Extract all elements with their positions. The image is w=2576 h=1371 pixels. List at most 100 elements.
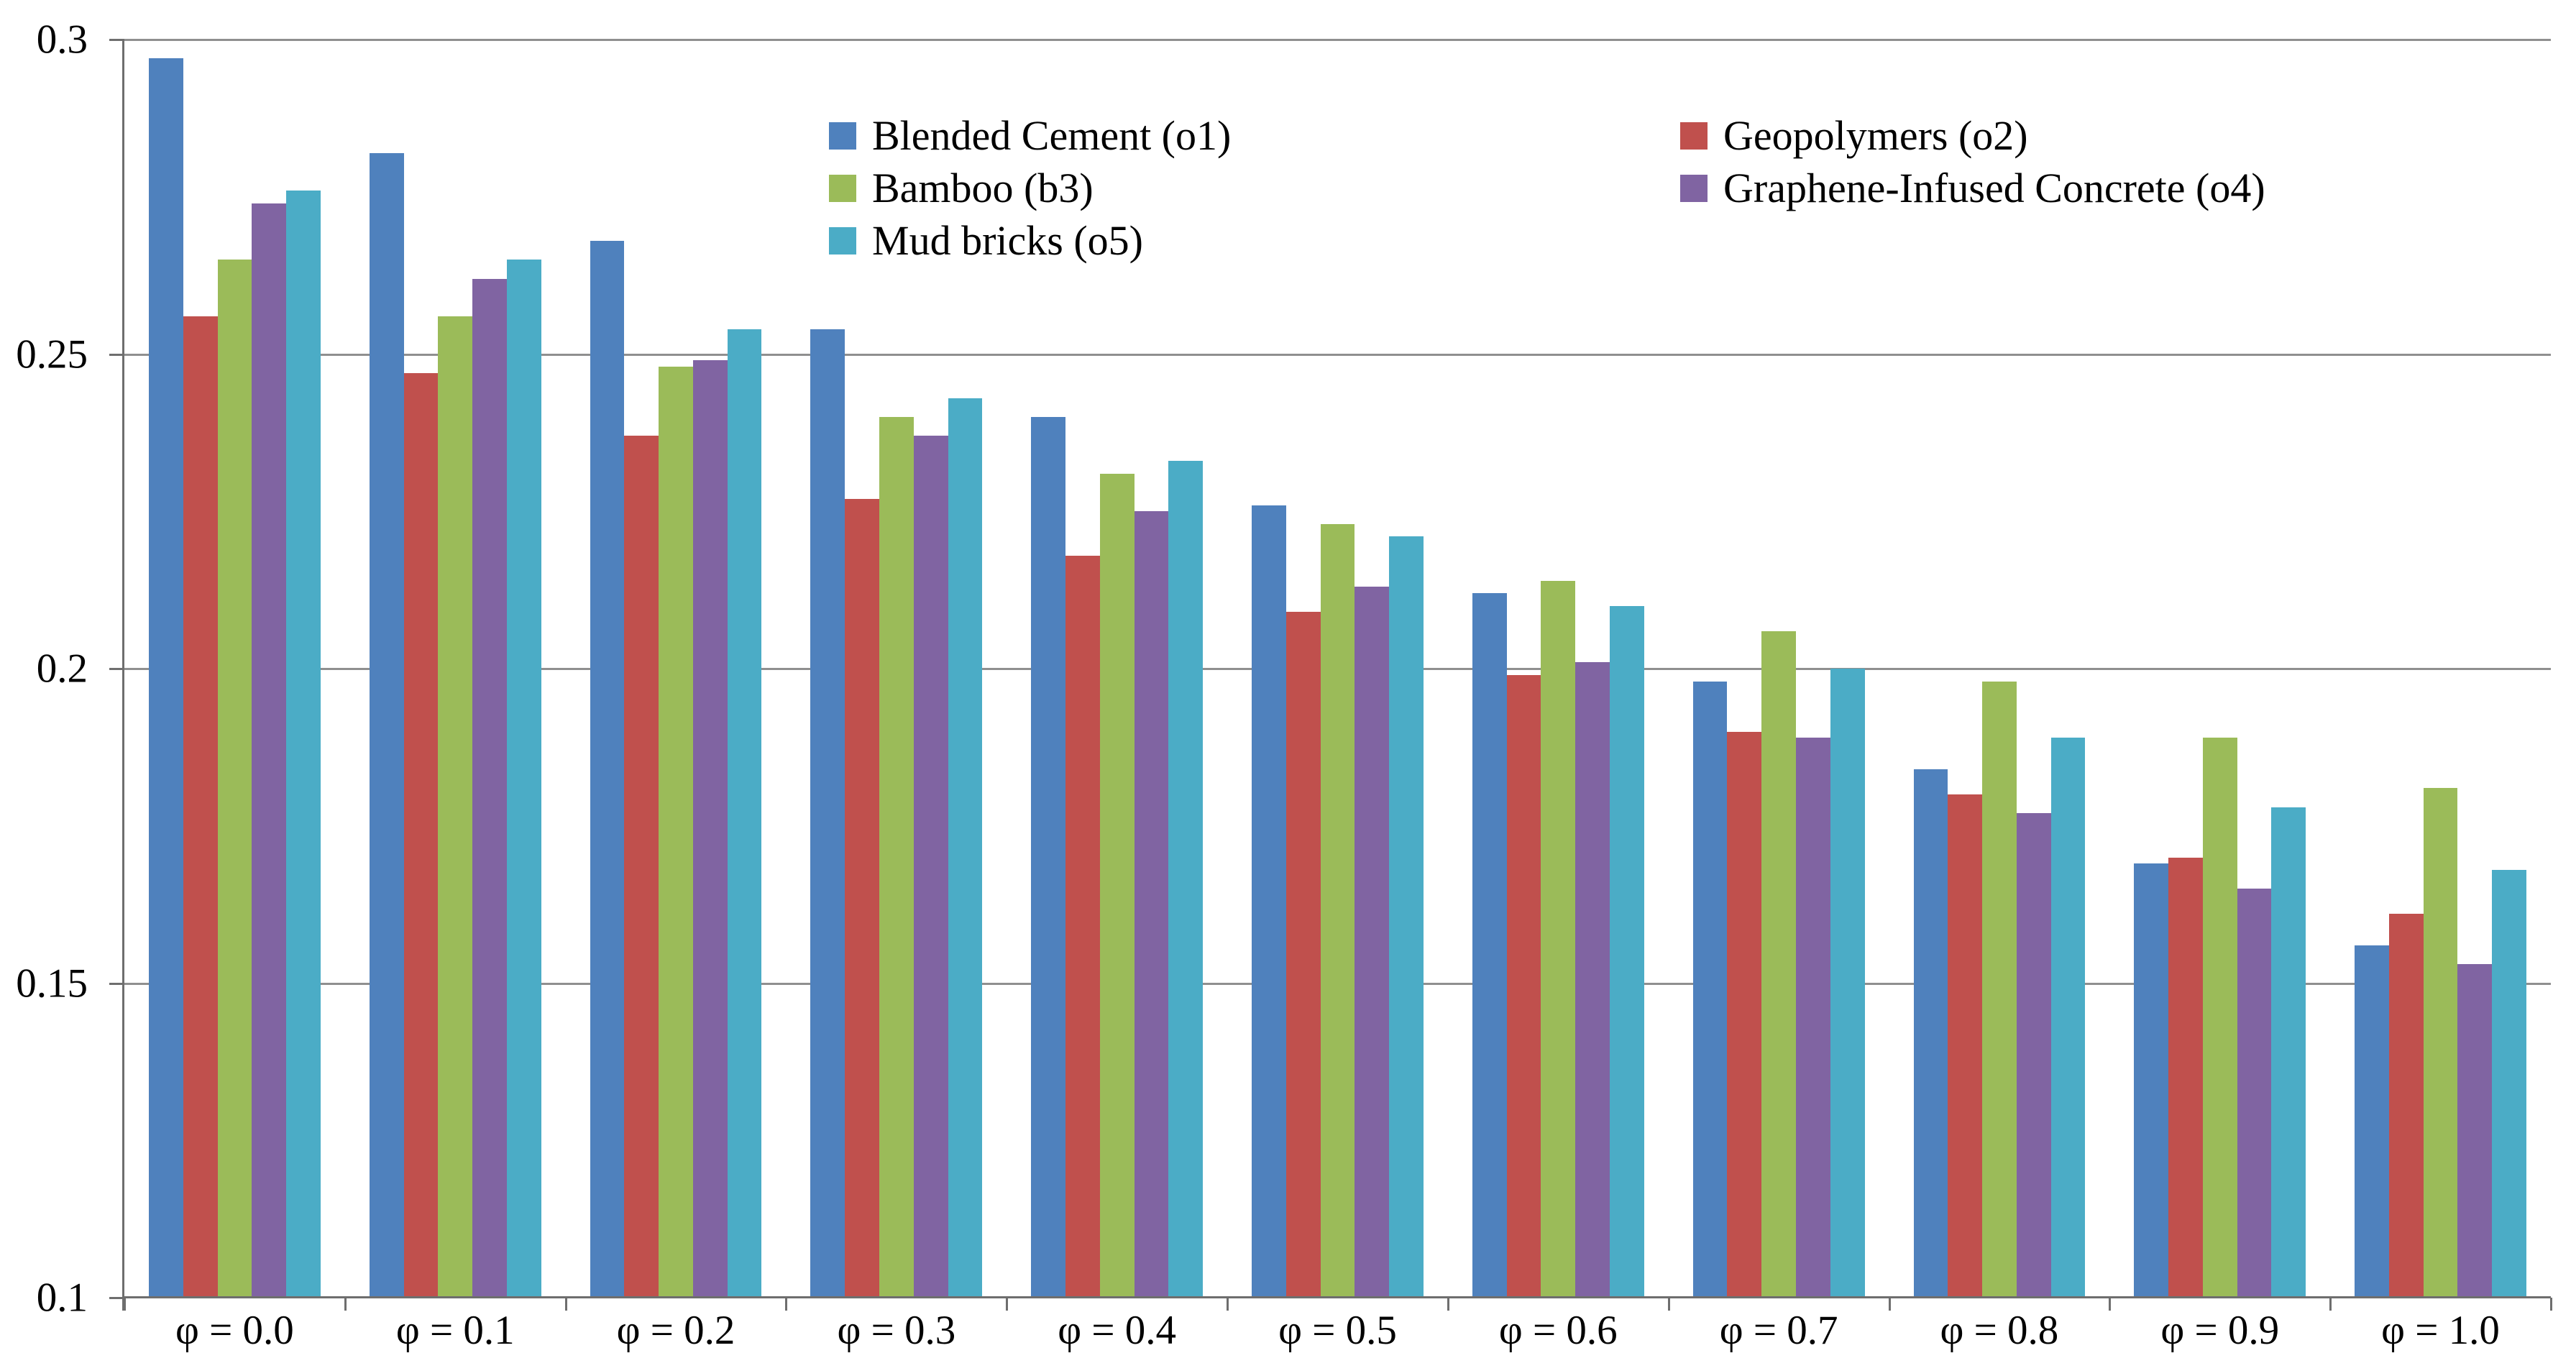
x-axis-category-label: φ = 0.9 (2160, 1308, 2280, 1353)
x-axis-labels: φ = 0.0 φ = 0.1 φ = 0.2 φ = 0.3 φ = 0.4 φ = 0… (124, 1307, 2551, 1354)
bar-group-8 (1889, 40, 2110, 1298)
bar (506, 260, 541, 1298)
x-axis-category-label: φ = 0.0 (175, 1308, 294, 1353)
x-axis-line (124, 1296, 2551, 1298)
x-tick (1667, 1298, 1670, 1311)
bar (845, 498, 879, 1298)
bar (1065, 555, 1100, 1298)
bar (1285, 612, 1321, 1298)
x-axis-category-label: φ = 0.3 (837, 1308, 956, 1353)
x-axis-category-label: φ = 0.7 (1719, 1308, 1838, 1353)
x-tick (1227, 1298, 1229, 1311)
bar (252, 203, 287, 1298)
legend-column-1: Blended Cement (o1) Bamboo (b3) Mud bricks… (829, 109, 1231, 267)
x-tick (564, 1298, 567, 1311)
x-axis-category-label: φ = 0.8 (1940, 1308, 2059, 1353)
bar (1355, 587, 1390, 1298)
legend-swatch-icon (829, 226, 856, 255)
x-axis-category-label: φ = 0.6 (1498, 1308, 1618, 1353)
x-axis-category-label: φ = 1.0 (2381, 1308, 2500, 1353)
bar (2355, 945, 2389, 1298)
bar (1948, 794, 1983, 1298)
y-axis-tick-label: 0.1 (36, 1275, 88, 1321)
bar (1727, 731, 1762, 1298)
bar (2202, 738, 2237, 1298)
legend-item: Blended Cement (o1) (829, 109, 1231, 162)
bar-group-9 (2109, 40, 2330, 1298)
gridline-0.3 (124, 39, 2551, 41)
bar (2168, 857, 2203, 1298)
bar (438, 316, 473, 1298)
legend-label: Graphene-Infused Concrete (o4) (1723, 165, 2265, 211)
x-tick (124, 1298, 126, 1311)
bar (879, 417, 914, 1298)
x-tick (2329, 1298, 2332, 1311)
x-tick (1447, 1298, 1449, 1311)
y-axis-tick-label: 0.25 (16, 331, 88, 377)
bar (2016, 813, 2051, 1298)
bar (948, 398, 983, 1298)
legend-label: Mud bricks (o5) (872, 217, 1143, 264)
legend-swatch-icon (829, 174, 856, 202)
bar-group-7 (1669, 40, 1889, 1298)
y-axis-tick-label: 0.15 (16, 960, 88, 1006)
y-axis-labels: 0.3 0.25 0.2 0.15 0.1 (0, 17, 106, 1321)
bar (149, 58, 183, 1298)
bar (727, 329, 762, 1298)
bar (1541, 580, 1576, 1298)
bar (472, 278, 507, 1298)
x-tick (2109, 1298, 2112, 1311)
bar (2423, 788, 2458, 1298)
y-tick (109, 982, 124, 985)
legend-label: Blended Cement (o1) (872, 112, 1232, 159)
bar-group-1 (345, 40, 566, 1298)
x-axis-category-label: φ = 0.1 (395, 1308, 515, 1353)
y-tick (109, 39, 124, 41)
bar (913, 436, 948, 1298)
y-axis-tick-label: 0.2 (36, 646, 88, 692)
legend-swatch-icon (1680, 121, 1708, 150)
bar (1099, 473, 1135, 1298)
y-tick (109, 668, 124, 670)
legend-label: Bamboo (b3) (872, 165, 1094, 211)
bar (2492, 870, 2526, 1298)
bar (659, 367, 693, 1298)
bar (2050, 738, 2086, 1298)
bar (1472, 593, 1507, 1298)
x-tick (1888, 1298, 1891, 1311)
x-tick (785, 1298, 788, 1311)
x-tick (344, 1298, 347, 1311)
legend-item: Geopolymers (o2) (1680, 109, 2265, 162)
y-tick (109, 1297, 124, 1299)
y-axis-line (122, 40, 124, 1311)
bar (1389, 536, 1424, 1298)
bar (369, 152, 404, 1298)
bar (1320, 523, 1355, 1298)
legend-label: Geopolymers (o2) (1723, 112, 2028, 159)
legend-item: Graphene-Infused Concrete (o4) (1680, 162, 2265, 214)
bar (1830, 669, 1865, 1298)
bar-group-0 (124, 40, 345, 1298)
bar (403, 372, 439, 1298)
bar-groups (124, 40, 2551, 1298)
legend-swatch-icon (829, 121, 856, 150)
plot-area (109, 39, 2552, 1311)
bar (183, 316, 218, 1298)
bar-group-3 (786, 40, 1007, 1298)
x-axis-category-label: φ = 0.4 (1058, 1308, 1177, 1353)
y-axis-tick-label: 0.3 (36, 17, 88, 63)
legend-column-2: Geopolymers (o2) Graphene-Infused Concret… (1680, 109, 2265, 214)
legend-item: Bamboo (b3) (829, 162, 1231, 214)
bar (624, 436, 659, 1298)
bar (286, 191, 321, 1298)
bar (1575, 662, 1610, 1298)
bar (1609, 605, 1644, 1298)
bar-group-10 (2330, 40, 2551, 1298)
bar (1134, 511, 1169, 1298)
bar (2457, 964, 2493, 1298)
bar (692, 360, 728, 1298)
bar (217, 260, 252, 1298)
bar-group-2 (566, 40, 787, 1298)
bar (1913, 769, 1948, 1298)
gridline-0.25 (124, 353, 2551, 356)
